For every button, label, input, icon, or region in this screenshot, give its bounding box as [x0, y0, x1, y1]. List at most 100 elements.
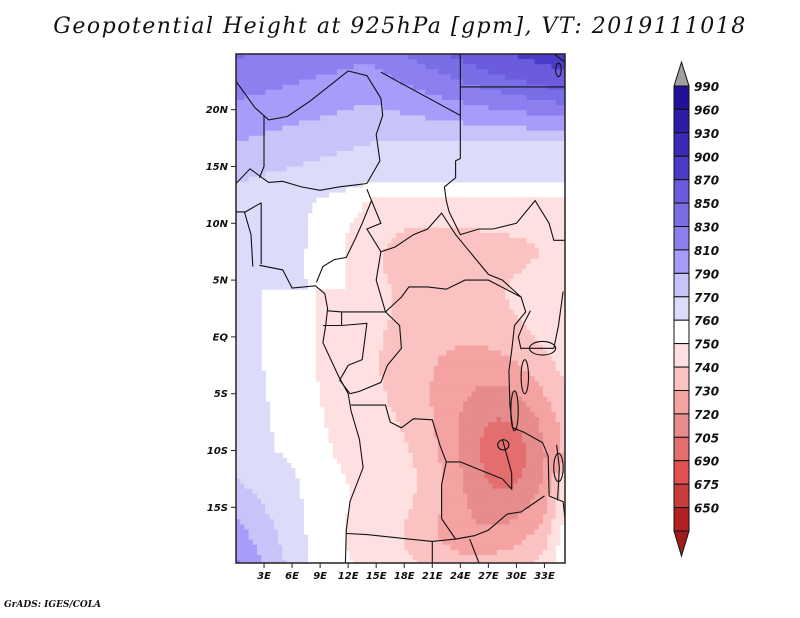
field-cell — [454, 166, 460, 173]
field-cell — [328, 120, 334, 127]
field-cell — [244, 350, 250, 357]
field-cell — [387, 360, 393, 367]
field-cell — [568, 100, 573, 106]
field-cell — [353, 325, 359, 331]
field-cell — [467, 279, 473, 285]
field-cell — [269, 253, 275, 260]
field-cell — [303, 140, 309, 147]
field-cell — [501, 89, 506, 96]
field-cell — [286, 238, 292, 244]
field-cell — [458, 146, 464, 152]
field-cell — [479, 238, 485, 244]
field-cell — [282, 135, 288, 142]
field-cell — [475, 74, 481, 81]
field-cell — [286, 263, 292, 270]
field-cell — [568, 151, 573, 157]
field-cell — [294, 110, 300, 116]
field-cell — [265, 411, 271, 418]
field-cell — [366, 130, 372, 137]
field-cell — [336, 396, 342, 403]
field-cell — [269, 161, 275, 168]
field-cell — [248, 120, 254, 127]
field-cell — [534, 330, 540, 336]
field-cell — [294, 202, 300, 208]
field-cell — [454, 161, 460, 168]
field-cell — [496, 406, 502, 413]
field-cell — [442, 176, 447, 183]
field-cell — [328, 110, 334, 116]
field-cell — [240, 79, 245, 86]
field-cell — [408, 294, 414, 300]
field-cell — [391, 74, 397, 81]
field-cell — [522, 89, 527, 96]
field-cell — [538, 314, 544, 321]
field-cell — [479, 258, 485, 265]
field-cell — [450, 248, 456, 254]
field-cell — [429, 146, 435, 152]
field-cell — [505, 243, 510, 249]
field-cell — [471, 258, 477, 265]
field-cell — [332, 84, 338, 91]
field-cell — [479, 243, 485, 249]
field-cell — [387, 248, 393, 254]
field-cell — [463, 84, 468, 91]
field-cell — [257, 411, 262, 418]
field-cell — [387, 79, 393, 86]
field-cell — [425, 207, 431, 214]
field-cell — [294, 243, 300, 249]
field-cell — [425, 401, 431, 408]
field-cell — [299, 238, 304, 244]
field-cell — [484, 335, 489, 341]
field-cell — [370, 238, 376, 244]
field-cell — [475, 105, 481, 111]
field-cell — [303, 197, 309, 203]
field-cell — [475, 89, 481, 96]
field-cell — [286, 171, 292, 178]
field-cell — [509, 325, 515, 331]
field-cell — [257, 365, 262, 372]
field-cell — [454, 350, 460, 357]
field-cell — [400, 309, 405, 316]
field-cell — [395, 350, 401, 357]
field-cell — [374, 371, 380, 377]
field-cell — [383, 135, 388, 142]
field-cell — [446, 217, 452, 224]
field-cell — [412, 365, 418, 372]
field-cell — [257, 360, 262, 367]
field-cell — [421, 299, 426, 306]
field-cell — [290, 207, 296, 214]
field-cell — [257, 279, 262, 285]
field-cell — [286, 125, 292, 132]
field-cell — [257, 54, 262, 60]
field-cell — [248, 186, 254, 193]
field-cell — [471, 151, 477, 157]
field-cell — [421, 238, 426, 244]
field-cell — [273, 135, 279, 142]
field-cell — [379, 314, 384, 321]
field-cell — [236, 181, 241, 188]
field-cell — [400, 238, 405, 244]
field-cell — [265, 79, 271, 86]
field-cell — [282, 232, 288, 239]
field-cell — [454, 340, 460, 346]
field-cell — [538, 100, 544, 106]
field-cell — [534, 355, 540, 362]
field-cell — [429, 304, 435, 311]
field-cell — [362, 355, 367, 362]
field-cell — [252, 166, 258, 173]
field-cell — [341, 64, 346, 70]
field-cell — [374, 360, 380, 367]
field-cell — [336, 371, 342, 377]
field-cell — [353, 273, 359, 280]
field-cell — [341, 100, 346, 106]
field-cell — [391, 79, 397, 86]
field-cell — [257, 284, 262, 290]
field-cell — [320, 330, 325, 336]
field-cell — [269, 238, 275, 244]
field-cell — [555, 207, 561, 214]
field-cell — [517, 248, 523, 254]
field-cell — [530, 386, 536, 392]
field-cell — [446, 294, 452, 300]
field-cell — [358, 232, 363, 239]
field-cell — [265, 268, 271, 275]
